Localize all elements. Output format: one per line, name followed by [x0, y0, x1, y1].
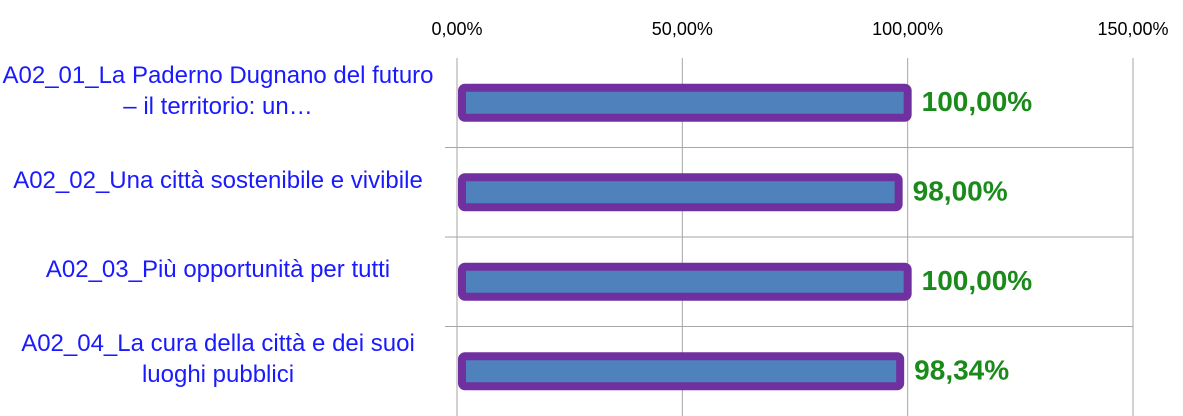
- x-tick-label: 100,00%: [872, 19, 943, 39]
- bar: [458, 352, 905, 391]
- data-label: 100,00%: [922, 86, 1033, 117]
- x-tick-label: 150,00%: [1097, 19, 1168, 39]
- y-tick-label: A02_03_Più opportunità per tutti: [45, 256, 391, 284]
- bar: [458, 173, 903, 212]
- y-tick-label: A02_02_Una città sostenibile e vivibile: [13, 166, 423, 194]
- y-tick-label: A02_04_La cura della città e dei suoi lu…: [21, 330, 415, 389]
- x-tick-label: 50,00%: [652, 19, 713, 39]
- data-label: 98,00%: [913, 176, 1008, 207]
- data-label: 100,00%: [922, 265, 1033, 296]
- bar: [458, 262, 912, 301]
- data-label: 98,34%: [914, 355, 1009, 386]
- bar: [458, 83, 912, 122]
- x-tick-label: 0,00%: [431, 19, 482, 39]
- y-tick-label: A02_01_La Paderno Dugnano del futuro – i…: [2, 61, 434, 120]
